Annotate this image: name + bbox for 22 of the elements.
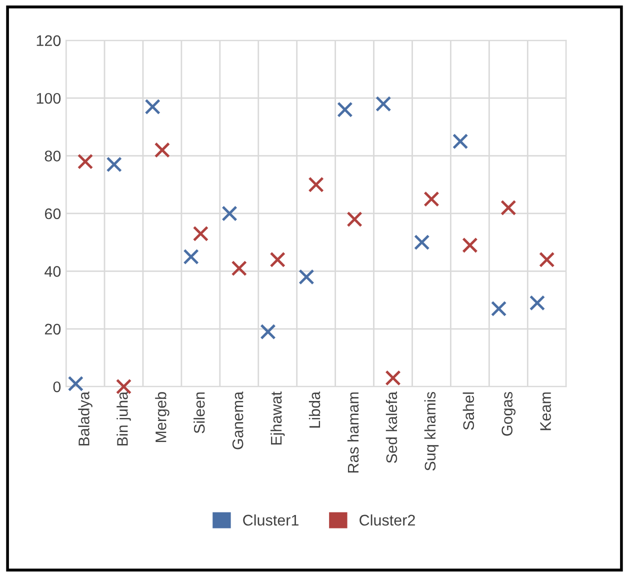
x-tick-label: Ras hamam <box>347 392 359 473</box>
x-tick-label: Bin juha <box>116 391 131 446</box>
x-tick-label: Ejhawat <box>270 392 285 445</box>
legend-label: Cluster1 <box>243 514 298 526</box>
y-tick-label: 60 <box>44 208 61 220</box>
x-tick-label: Sahel <box>462 392 474 430</box>
x-tick-label: Suq khamis <box>424 392 439 471</box>
x-tick-label: Ganema <box>232 391 244 450</box>
y-tick-label: 0 <box>53 381 61 392</box>
x-tick-label: Mergeb <box>155 392 170 442</box>
y-tick-label: 80 <box>44 150 61 162</box>
y-tick-label: 20 <box>44 324 61 335</box>
x-tick-label: Sed kalefa <box>386 391 398 463</box>
x-tick-label: Baladya <box>78 391 92 446</box>
x-tick-label: Sileen <box>194 392 205 434</box>
y-tick-label: 100 <box>36 92 61 104</box>
y-tick-label: 40 <box>44 266 61 277</box>
x-tick-label: Libda <box>308 391 320 428</box>
y-tick-label: 120 <box>36 35 61 46</box>
x-tick-label: Keam <box>540 392 551 430</box>
x-tick-label: Gogas <box>502 392 516 436</box>
legend-label: Cluster2 <box>360 514 415 526</box>
